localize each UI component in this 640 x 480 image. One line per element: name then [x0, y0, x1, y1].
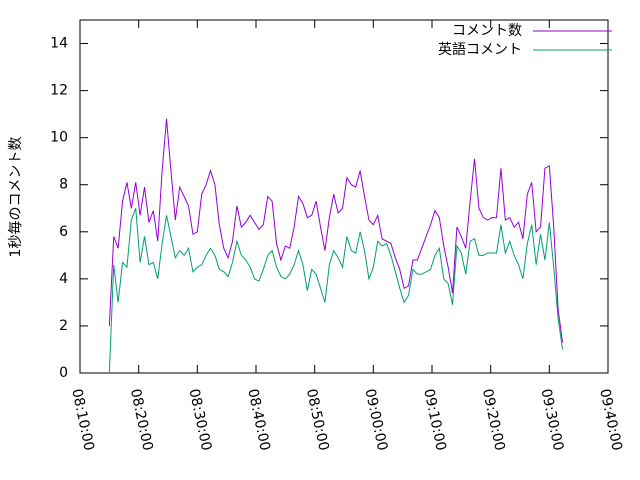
- y-tick-label: 4: [59, 271, 68, 287]
- x-tick-label: 09:10:00: [420, 387, 449, 452]
- x-tick-label: 08:50:00: [303, 387, 332, 452]
- plot-border: [79, 19, 609, 374]
- y-tick-label: 2: [59, 318, 68, 334]
- x-tick-label: 09:20:00: [479, 387, 508, 452]
- x-tick-label: 09:00:00: [362, 387, 391, 452]
- legend-label: 英語コメント: [438, 41, 522, 58]
- x-tick-label: 09:40:00: [596, 387, 625, 452]
- x-tick-label: 08:20:00: [127, 387, 156, 452]
- x-tick-label: 08:30:00: [186, 387, 215, 452]
- y-tick-label: 0: [59, 365, 68, 381]
- y-tick-label: 10: [50, 130, 68, 146]
- x-tick-label: 08:40:00: [244, 387, 273, 452]
- legend-label: コメント数: [452, 23, 522, 39]
- x-tick-label: 09:30:00: [538, 387, 567, 452]
- series-line: [108, 208, 564, 374]
- y-tick-label: 14: [50, 36, 68, 52]
- y-tick-label: 12: [50, 83, 68, 99]
- series-line: [108, 118, 564, 343]
- x-tick-label: 08:10:00: [68, 387, 97, 452]
- y-tick-label: 6: [59, 224, 68, 240]
- y-tick-label: 8: [59, 177, 68, 193]
- y-axis-label: 1秒毎のコメント数: [8, 137, 24, 258]
